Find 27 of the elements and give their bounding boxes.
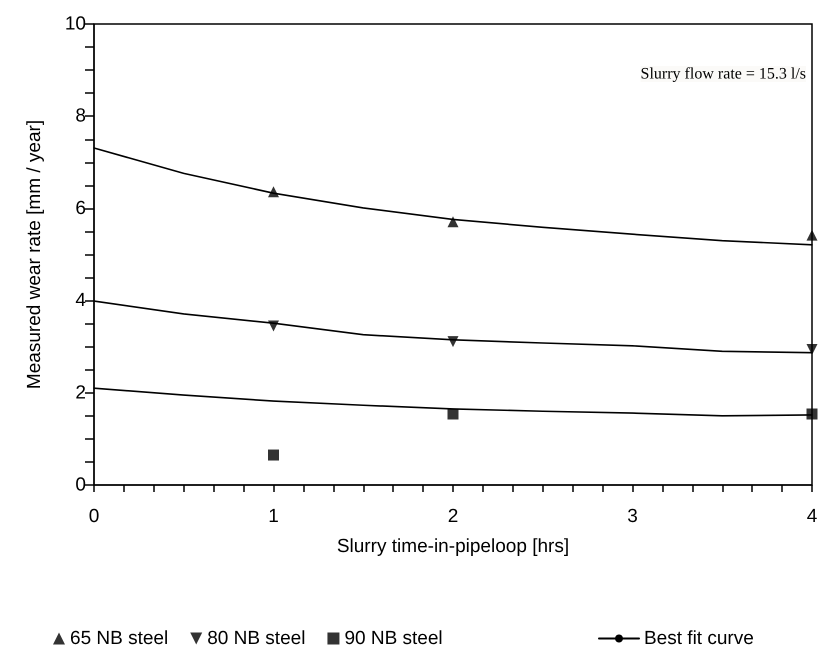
x-tick-label: 3: [627, 506, 638, 527]
y-tick-label: 8: [75, 106, 86, 127]
y-tick-label: 6: [75, 198, 86, 219]
legend-label: 80 NB steel: [207, 628, 306, 649]
annotation: Slurry flow rate = 15.3 l/s: [640, 66, 806, 82]
legend-label: 65 NB steel: [70, 628, 168, 649]
y-tick-label: 2: [75, 382, 86, 404]
point: [448, 216, 458, 228]
point: [806, 230, 818, 241]
y-tick-label: 4: [75, 290, 86, 312]
x-tick-label: 1: [268, 506, 279, 527]
y-tick-label: 0: [75, 474, 86, 496]
x-axis-title: Slurry time-in-pipeloop [hrs]: [336, 536, 570, 557]
point: [268, 186, 279, 198]
y-axis-title: Measured wear rate [mm / year]: [24, 120, 45, 390]
x-tick-label: 2: [448, 506, 458, 527]
x-tick-label: 0: [88, 506, 100, 527]
legend-label: 90 NB steel: [344, 628, 443, 649]
point: [448, 408, 458, 420]
point: [448, 336, 458, 348]
point: [806, 344, 818, 355]
point: [268, 320, 279, 332]
y-tick-label: 10: [64, 14, 86, 34]
point: [268, 450, 279, 461]
point: [806, 408, 818, 420]
x-tick-label: 4: [806, 506, 818, 527]
legend-label: Best fit curve: [644, 628, 754, 649]
